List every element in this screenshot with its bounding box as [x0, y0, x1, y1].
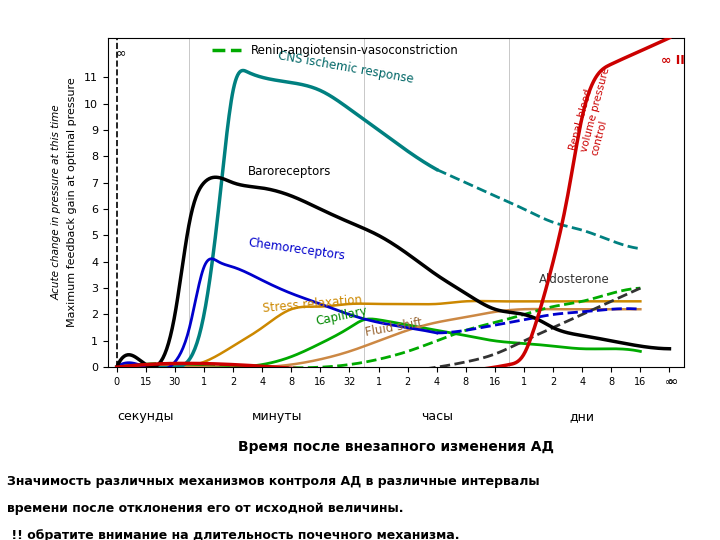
Text: Baroreceptors: Baroreceptors — [248, 165, 331, 178]
Text: Acute change in pressure at this time: Acute change in pressure at this time — [51, 105, 61, 300]
Text: ∞: ∞ — [667, 375, 678, 389]
Text: секунды: секунды — [117, 410, 174, 423]
Text: ∞: ∞ — [115, 46, 126, 59]
Text: Renal–blood
volume pressure
control: Renal–blood volume pressure control — [567, 64, 622, 157]
Text: Aldosterone: Aldosterone — [539, 273, 609, 286]
Legend: Renin-angiotensin-vasoconstriction: Renin-angiotensin-vasoconstriction — [212, 44, 459, 57]
Y-axis label: Maximum feedback gain at optimal pressure: Maximum feedback gain at optimal pressur… — [68, 78, 77, 327]
Text: Stress relaxation: Stress relaxation — [262, 293, 363, 315]
Text: времени после отклонения его от исходной величины.: времени после отклонения его от исходной… — [7, 502, 404, 515]
Text: минуты: минуты — [251, 410, 302, 423]
Text: ∞ II: ∞ II — [661, 54, 685, 67]
Text: Значимость различных механизмов контроля АД в различные интервалы: Значимость различных механизмов контроля… — [7, 475, 540, 488]
Text: дни: дни — [570, 410, 595, 423]
Text: Chemoreceptors: Chemoreceptors — [248, 235, 346, 262]
Text: Capillary: Capillary — [315, 305, 369, 328]
Text: Fluid shift: Fluid shift — [364, 316, 423, 339]
Text: Время после внезапного изменения АД: Время после внезапного изменения АД — [238, 440, 554, 454]
Text: !! обратите внимание на длительность почечного механизма.: !! обратите внимание на длительность поч… — [7, 529, 459, 540]
Text: CNS ischemic response: CNS ischemic response — [276, 49, 414, 86]
Text: часы: часы — [420, 410, 453, 423]
